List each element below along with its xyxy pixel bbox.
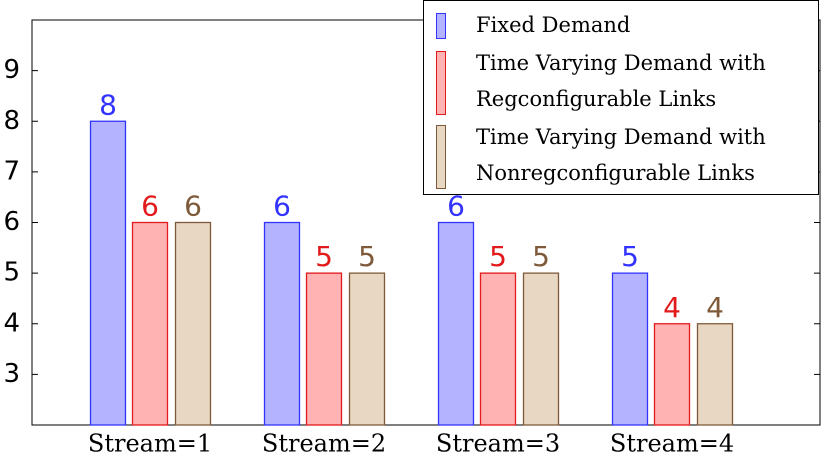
x-tick-label: Stream=4 bbox=[610, 430, 734, 458]
value-label: 5 bbox=[489, 240, 507, 273]
value-label: 5 bbox=[358, 240, 376, 273]
value-label: 5 bbox=[532, 240, 550, 273]
bar bbox=[89, 120, 127, 426]
value-label: 6 bbox=[141, 190, 159, 223]
y-tick-label: 5 bbox=[3, 258, 20, 288]
legend-label: Time Varying Demand with Regconfigurable… bbox=[476, 51, 766, 111]
value-label: 8 bbox=[99, 88, 117, 121]
bar bbox=[522, 272, 560, 426]
legend-entry: Time Varying Demand with Regconfigurable… bbox=[436, 45, 810, 117]
bar bbox=[348, 272, 386, 426]
legend-entry: Time Varying Demand with Nonregconfigura… bbox=[436, 119, 810, 191]
legend-entry: Fixed Demand bbox=[436, 7, 810, 43]
value-label: 4 bbox=[663, 291, 681, 324]
bar bbox=[437, 221, 475, 426]
legend-label: Time Varying Demand with Nonregconfigura… bbox=[476, 125, 766, 185]
bar bbox=[611, 272, 649, 426]
y-tick-label: 6 bbox=[3, 207, 20, 237]
x-tick-label: Stream=2 bbox=[262, 430, 386, 458]
x-tick-label: Stream=3 bbox=[436, 430, 560, 458]
bar bbox=[696, 323, 734, 426]
bar bbox=[653, 323, 691, 426]
legend-label: Fixed Demand bbox=[476, 13, 631, 37]
x-tick-label: Stream=1 bbox=[88, 430, 212, 458]
value-label: 5 bbox=[621, 240, 639, 273]
value-label: 5 bbox=[315, 240, 333, 273]
value-label: 4 bbox=[706, 291, 724, 324]
y-tick-label: 3 bbox=[3, 359, 20, 389]
bar bbox=[479, 272, 517, 426]
value-label: 6 bbox=[184, 190, 202, 223]
legend-swatch bbox=[436, 13, 446, 39]
bar bbox=[305, 272, 343, 426]
y-tick-label: 4 bbox=[3, 308, 20, 338]
bar bbox=[263, 221, 301, 426]
bar bbox=[131, 221, 169, 426]
y-tick-label: 8 bbox=[3, 106, 20, 136]
value-label: 6 bbox=[447, 190, 465, 223]
y-tick-label: 9 bbox=[3, 55, 20, 85]
legend-swatch bbox=[436, 51, 446, 115]
value-label: 6 bbox=[273, 190, 291, 223]
legend-swatch bbox=[436, 125, 446, 189]
y-tick-label: 7 bbox=[3, 156, 20, 186]
bar bbox=[174, 221, 212, 426]
legend: Fixed Demand Time Varying Demand with Reg… bbox=[423, 0, 819, 195]
